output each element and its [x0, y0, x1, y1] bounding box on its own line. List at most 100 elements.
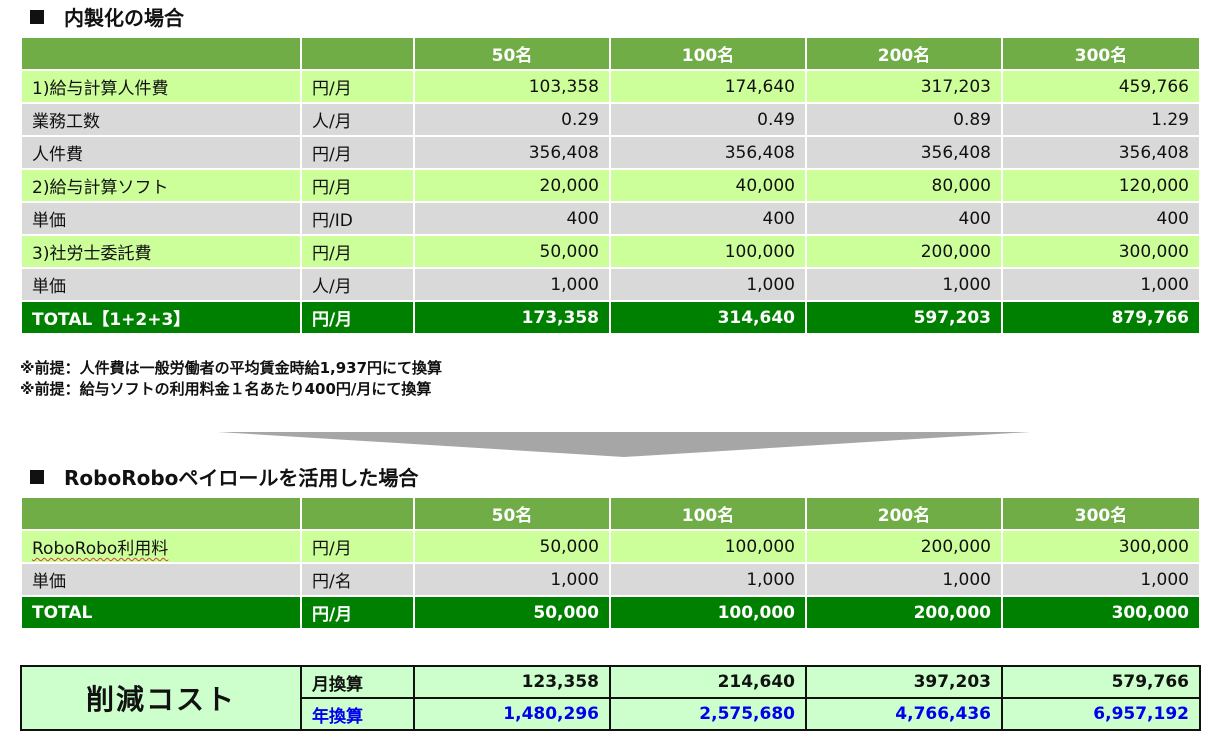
- value-cell: 2,575,680: [609, 697, 807, 731]
- value-cell: 173,358: [413, 300, 611, 335]
- section-1-heading: 内製化の場合: [30, 2, 184, 31]
- row-unit: 円/月: [300, 168, 415, 203]
- header-cell: 50名: [413, 496, 611, 531]
- header-cell: 100名: [609, 36, 807, 71]
- premise-note: ※前提：給与ソフトの利用料金１名あたり400円/月にて換算: [20, 380, 432, 398]
- square-bullet-icon: [30, 469, 44, 484]
- header-cell: [20, 496, 302, 531]
- table-row: 1)給与計算人件費 円/月 103,358 174,640 317,203 45…: [20, 69, 1201, 104]
- value-cell: 300,000: [1001, 234, 1201, 269]
- row-label: RoboRobo利用料: [20, 529, 302, 564]
- row-label: 単価: [20, 201, 302, 236]
- value-cell: 317,203: [805, 69, 1003, 104]
- section-2-title: RoboRoboペイロールを活用した場合: [64, 466, 419, 490]
- row-unit: 円/月: [300, 234, 415, 269]
- annual-savings-row: 年換算 1,480,296 2,575,680 4,766,436 6,957,…: [21, 697, 1201, 731]
- row-label: 年換算: [300, 697, 415, 731]
- row-unit: 円/ID: [300, 201, 415, 236]
- value-cell: 400: [1001, 201, 1201, 236]
- monthly-savings-row: 削減コスト 月換算 123,358 214,640 397,203 579,76…: [20, 665, 1201, 731]
- value-cell: 356,408: [609, 135, 807, 170]
- row-unit: 円/月: [300, 300, 415, 335]
- value-cell: 50,000: [413, 529, 611, 564]
- section-2-heading: RoboRoboペイロールを活用した場合: [30, 462, 418, 491]
- cost-reduction-title: 削減コスト: [20, 665, 302, 731]
- row-unit: 人/月: [300, 267, 415, 302]
- value-cell: 300,000: [1001, 595, 1201, 630]
- row-label-text: RoboRobo利用料: [32, 539, 169, 559]
- value-cell: 40,000: [609, 168, 807, 203]
- value-cell: 397,203: [805, 665, 1003, 699]
- value-cell: 300,000: [1001, 529, 1201, 564]
- table-row: 単価 人/月 1,000 1,000 1,000 1,000: [20, 267, 1201, 302]
- value-cell: 1,000: [1001, 267, 1201, 302]
- header-cell: 300名: [1001, 496, 1201, 531]
- square-bullet-icon: [30, 9, 44, 24]
- value-cell: 1,000: [609, 267, 807, 302]
- value-cell: 103,358: [413, 69, 611, 104]
- table-row: 単価 円/名 1,000 1,000 1,000 1,000: [20, 562, 1201, 597]
- value-cell: 100,000: [609, 595, 807, 630]
- row-unit: 円/月: [300, 135, 415, 170]
- table-row: 業務工数 人/月 0.29 0.49 0.89 1.29: [20, 102, 1201, 137]
- table-row: 人件費 円/月 356,408 356,408 356,408 356,408: [20, 135, 1201, 170]
- value-cell: 0.49: [609, 102, 807, 137]
- value-cell: 400: [609, 201, 807, 236]
- value-cell: 200,000: [805, 234, 1003, 269]
- value-cell: 6,957,192: [1001, 697, 1201, 731]
- value-cell: 100,000: [609, 529, 807, 564]
- value-cell: 400: [805, 201, 1003, 236]
- header-cell: 200名: [805, 496, 1003, 531]
- value-cell: 214,640: [609, 665, 807, 699]
- value-cell: 356,408: [1001, 135, 1201, 170]
- value-cell: 174,640: [609, 69, 807, 104]
- header-cell: [300, 36, 415, 71]
- value-cell: 4,766,436: [805, 697, 1003, 731]
- row-label: 3)社労士委託費: [20, 234, 302, 269]
- value-cell: 356,408: [805, 135, 1003, 170]
- roborobo-cost-table: 50名 100名 200名 300名 RoboRobo利用料 円/月 50,00…: [20, 496, 1201, 630]
- value-cell: 1,000: [805, 267, 1003, 302]
- value-cell: 400: [413, 201, 611, 236]
- value-cell: 200,000: [805, 595, 1003, 630]
- header-cell: 50名: [413, 36, 611, 71]
- cost-reduction-table: 削減コスト 月換算 123,358 214,640 397,203 579,76…: [20, 665, 1201, 731]
- row-unit: 円/月: [300, 595, 415, 630]
- value-cell: 1,000: [413, 267, 611, 302]
- value-cell: 1.29: [1001, 102, 1201, 137]
- row-label: TOTAL: [20, 595, 302, 630]
- header-cell: 200名: [805, 36, 1003, 71]
- value-cell: 1,480,296: [413, 697, 611, 731]
- row-unit: 円/月: [300, 69, 415, 104]
- value-cell: 0.89: [805, 102, 1003, 137]
- value-cell: 579,766: [1001, 665, 1201, 699]
- value-cell: 100,000: [609, 234, 807, 269]
- value-cell: 0.29: [413, 102, 611, 137]
- section-1-title: 内製化の場合: [64, 6, 184, 30]
- value-cell: 200,000: [805, 529, 1003, 564]
- value-cell: 50,000: [413, 595, 611, 630]
- value-cell: 50,000: [413, 234, 611, 269]
- row-unit: 人/月: [300, 102, 415, 137]
- in-house-cost-table: 50名 100名 200名 300名 1)給与計算人件費 円/月 103,358…: [20, 36, 1201, 335]
- value-cell: 20,000: [413, 168, 611, 203]
- total-row: TOTAL 円/月 50,000 100,000 200,000 300,000: [20, 595, 1201, 630]
- value-cell: 1,000: [805, 562, 1003, 597]
- value-cell: 120,000: [1001, 168, 1201, 203]
- row-label: 月換算: [300, 665, 415, 699]
- value-cell: 314,640: [609, 300, 807, 335]
- value-cell: 356,408: [413, 135, 611, 170]
- header-cell: [20, 36, 302, 71]
- row-label: 2)給与計算ソフト: [20, 168, 302, 203]
- header-cell: 100名: [609, 496, 807, 531]
- value-cell: 1,000: [609, 562, 807, 597]
- table-row: RoboRobo利用料 円/月 50,000 100,000 200,000 3…: [20, 529, 1201, 564]
- header-cell: [300, 496, 415, 531]
- value-cell: 1,000: [1001, 562, 1201, 597]
- value-cell: 879,766: [1001, 300, 1201, 335]
- value-cell: 123,358: [413, 665, 611, 699]
- value-cell: 80,000: [805, 168, 1003, 203]
- header-cell: 300名: [1001, 36, 1201, 71]
- row-label: 人件費: [20, 135, 302, 170]
- row-label: TOTAL【1+2+3】: [20, 300, 302, 335]
